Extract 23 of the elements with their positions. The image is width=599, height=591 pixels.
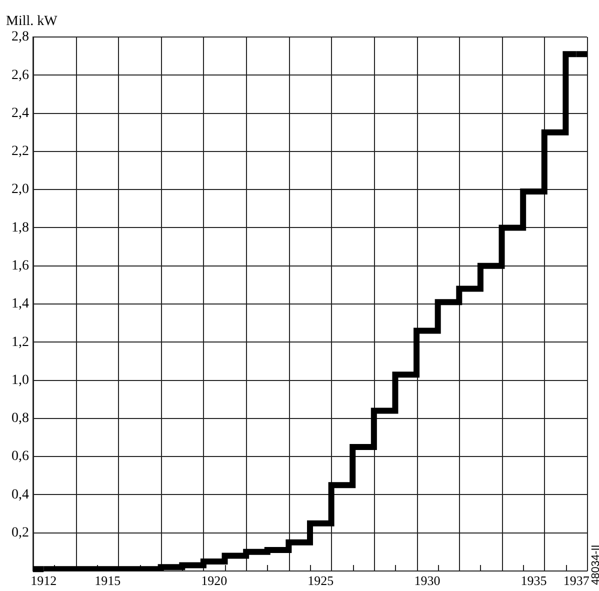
- y-tick-label: 2,6: [12, 68, 29, 83]
- y-tick-label: 0,6: [12, 449, 29, 464]
- y-tick-label: 2,0: [12, 182, 29, 198]
- y-tick-label: 1,0: [12, 372, 29, 388]
- x-tick-label: 1912: [30, 573, 57, 588]
- x-tick-label: 1915: [94, 573, 121, 588]
- y-tick-label: 1,6: [12, 258, 29, 274]
- y-tick-label: 1,2: [12, 334, 29, 350]
- x-tick-label: 1920: [201, 573, 228, 588]
- y-tick-label: 1,4: [12, 296, 29, 312]
- y-tick-label: 1,8: [12, 220, 29, 236]
- x-tick-label: 1935: [520, 573, 547, 588]
- y-axis-title: Mill. kW: [6, 14, 58, 29]
- y-tick-label: 2,4: [12, 106, 29, 121]
- y-tick-label: 0,2: [12, 526, 29, 541]
- y-tick-label: 2,8: [12, 30, 29, 45]
- x-tick-label: 1937: [563, 573, 590, 588]
- y-tick-label: 0,8: [12, 411, 29, 426]
- x-tick-label: 1930: [414, 573, 440, 588]
- text: 48034-II: [590, 544, 599, 585]
- y-tick-label: 2,2: [12, 144, 29, 160]
- y-tick-label: 0,4: [12, 487, 29, 502]
- x-tick-label: 1925: [308, 573, 334, 588]
